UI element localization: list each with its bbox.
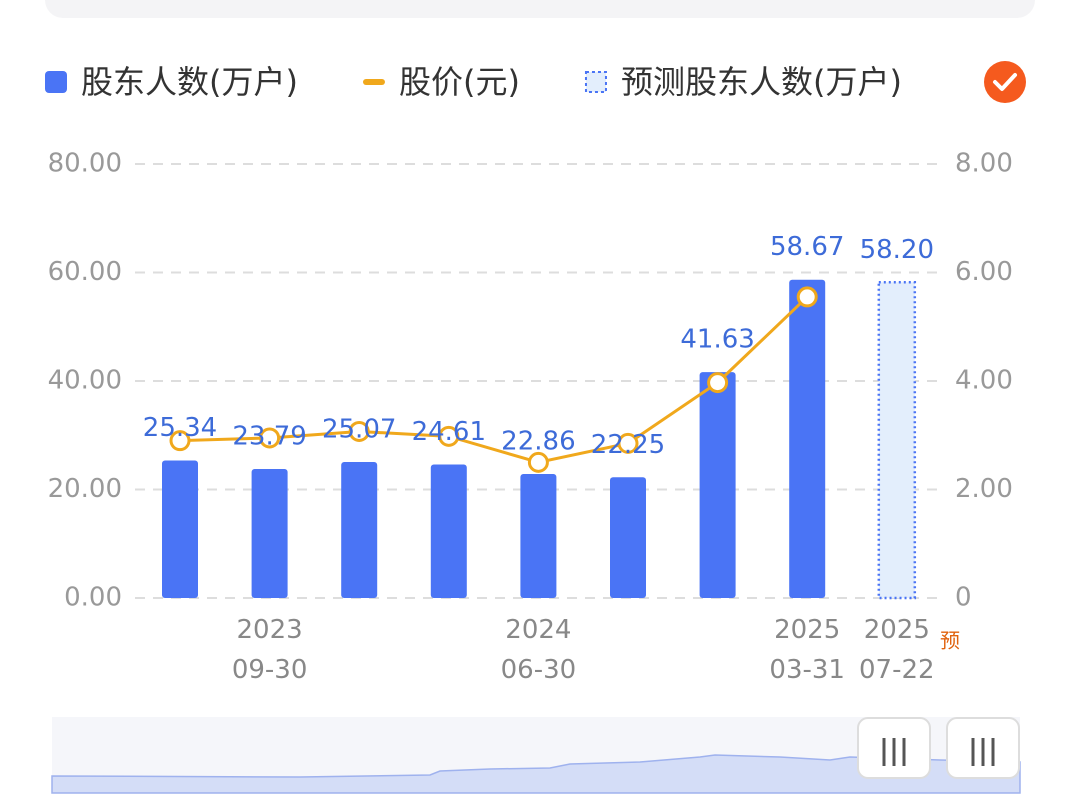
- legend-label: 股东人数(万户): [81, 63, 298, 101]
- bar: [162, 460, 198, 598]
- line-point: [617, 432, 639, 454]
- line-point: [796, 286, 818, 308]
- y-tick-label: 40.00: [48, 366, 122, 396]
- bar: [877, 281, 917, 600]
- y-tick-label: 80.00: [48, 149, 122, 179]
- y2-tick-label: 4.00: [955, 366, 1013, 396]
- legend-toggle[interactable]: [984, 61, 1026, 103]
- y-tick-label: 0.00: [64, 583, 122, 613]
- data-label: 22.25: [591, 430, 665, 460]
- line-point: [438, 425, 460, 447]
- x-tick-label: 2024 06-30: [500, 615, 577, 685]
- top-card: [45, 0, 1035, 18]
- data-label: 41.63: [680, 325, 754, 355]
- data-label: 22.86: [501, 426, 575, 456]
- x-tick-label: 2025 03-31: [769, 615, 845, 685]
- data-label: 58.67: [770, 232, 844, 262]
- line-point: [169, 430, 191, 452]
- legend-label: 预测股东人数(万户): [621, 63, 902, 101]
- line-point: [348, 420, 370, 442]
- y-tick-label: 60.00: [48, 257, 122, 287]
- y-tick-label: 20.00: [48, 474, 122, 504]
- check-icon: [993, 73, 1017, 91]
- y2-tick-label: 0: [955, 583, 972, 613]
- y2-tick-label: 6.00: [955, 257, 1013, 287]
- y2-tick-label: 2.00: [955, 474, 1013, 504]
- data-label: 58.20: [860, 235, 934, 265]
- bar: [610, 477, 646, 598]
- legend-icon: [584, 71, 607, 93]
- bar: [430, 464, 467, 598]
- zoom-handle[interactable]: [857, 717, 1020, 779]
- bar: [251, 468, 288, 598]
- line-point: [259, 427, 281, 449]
- data-label: 24.61: [412, 417, 486, 447]
- data-label: 25.07: [322, 414, 396, 444]
- legend-label: 股价(元): [399, 63, 520, 101]
- bar: [341, 461, 378, 598]
- bar: [789, 279, 826, 598]
- data-label: 25.34: [143, 413, 217, 443]
- x-tick-label: 2023 09-30: [231, 615, 308, 685]
- forecast-note: 预: [940, 629, 960, 653]
- legend-icon: [362, 79, 385, 85]
- line: [179, 295, 809, 464]
- x-tick-label: 2025 07-22: [859, 615, 935, 685]
- legend-icon: [45, 71, 67, 93]
- y2-tick-label: 8.00: [955, 149, 1013, 179]
- line-point: [707, 372, 729, 394]
- bar: [699, 372, 736, 598]
- line-point: [527, 451, 549, 473]
- bar: [520, 473, 557, 598]
- handle-grip: [882, 738, 906, 766]
- handle-grip: [971, 738, 995, 766]
- data-label: 23.79: [232, 421, 306, 451]
